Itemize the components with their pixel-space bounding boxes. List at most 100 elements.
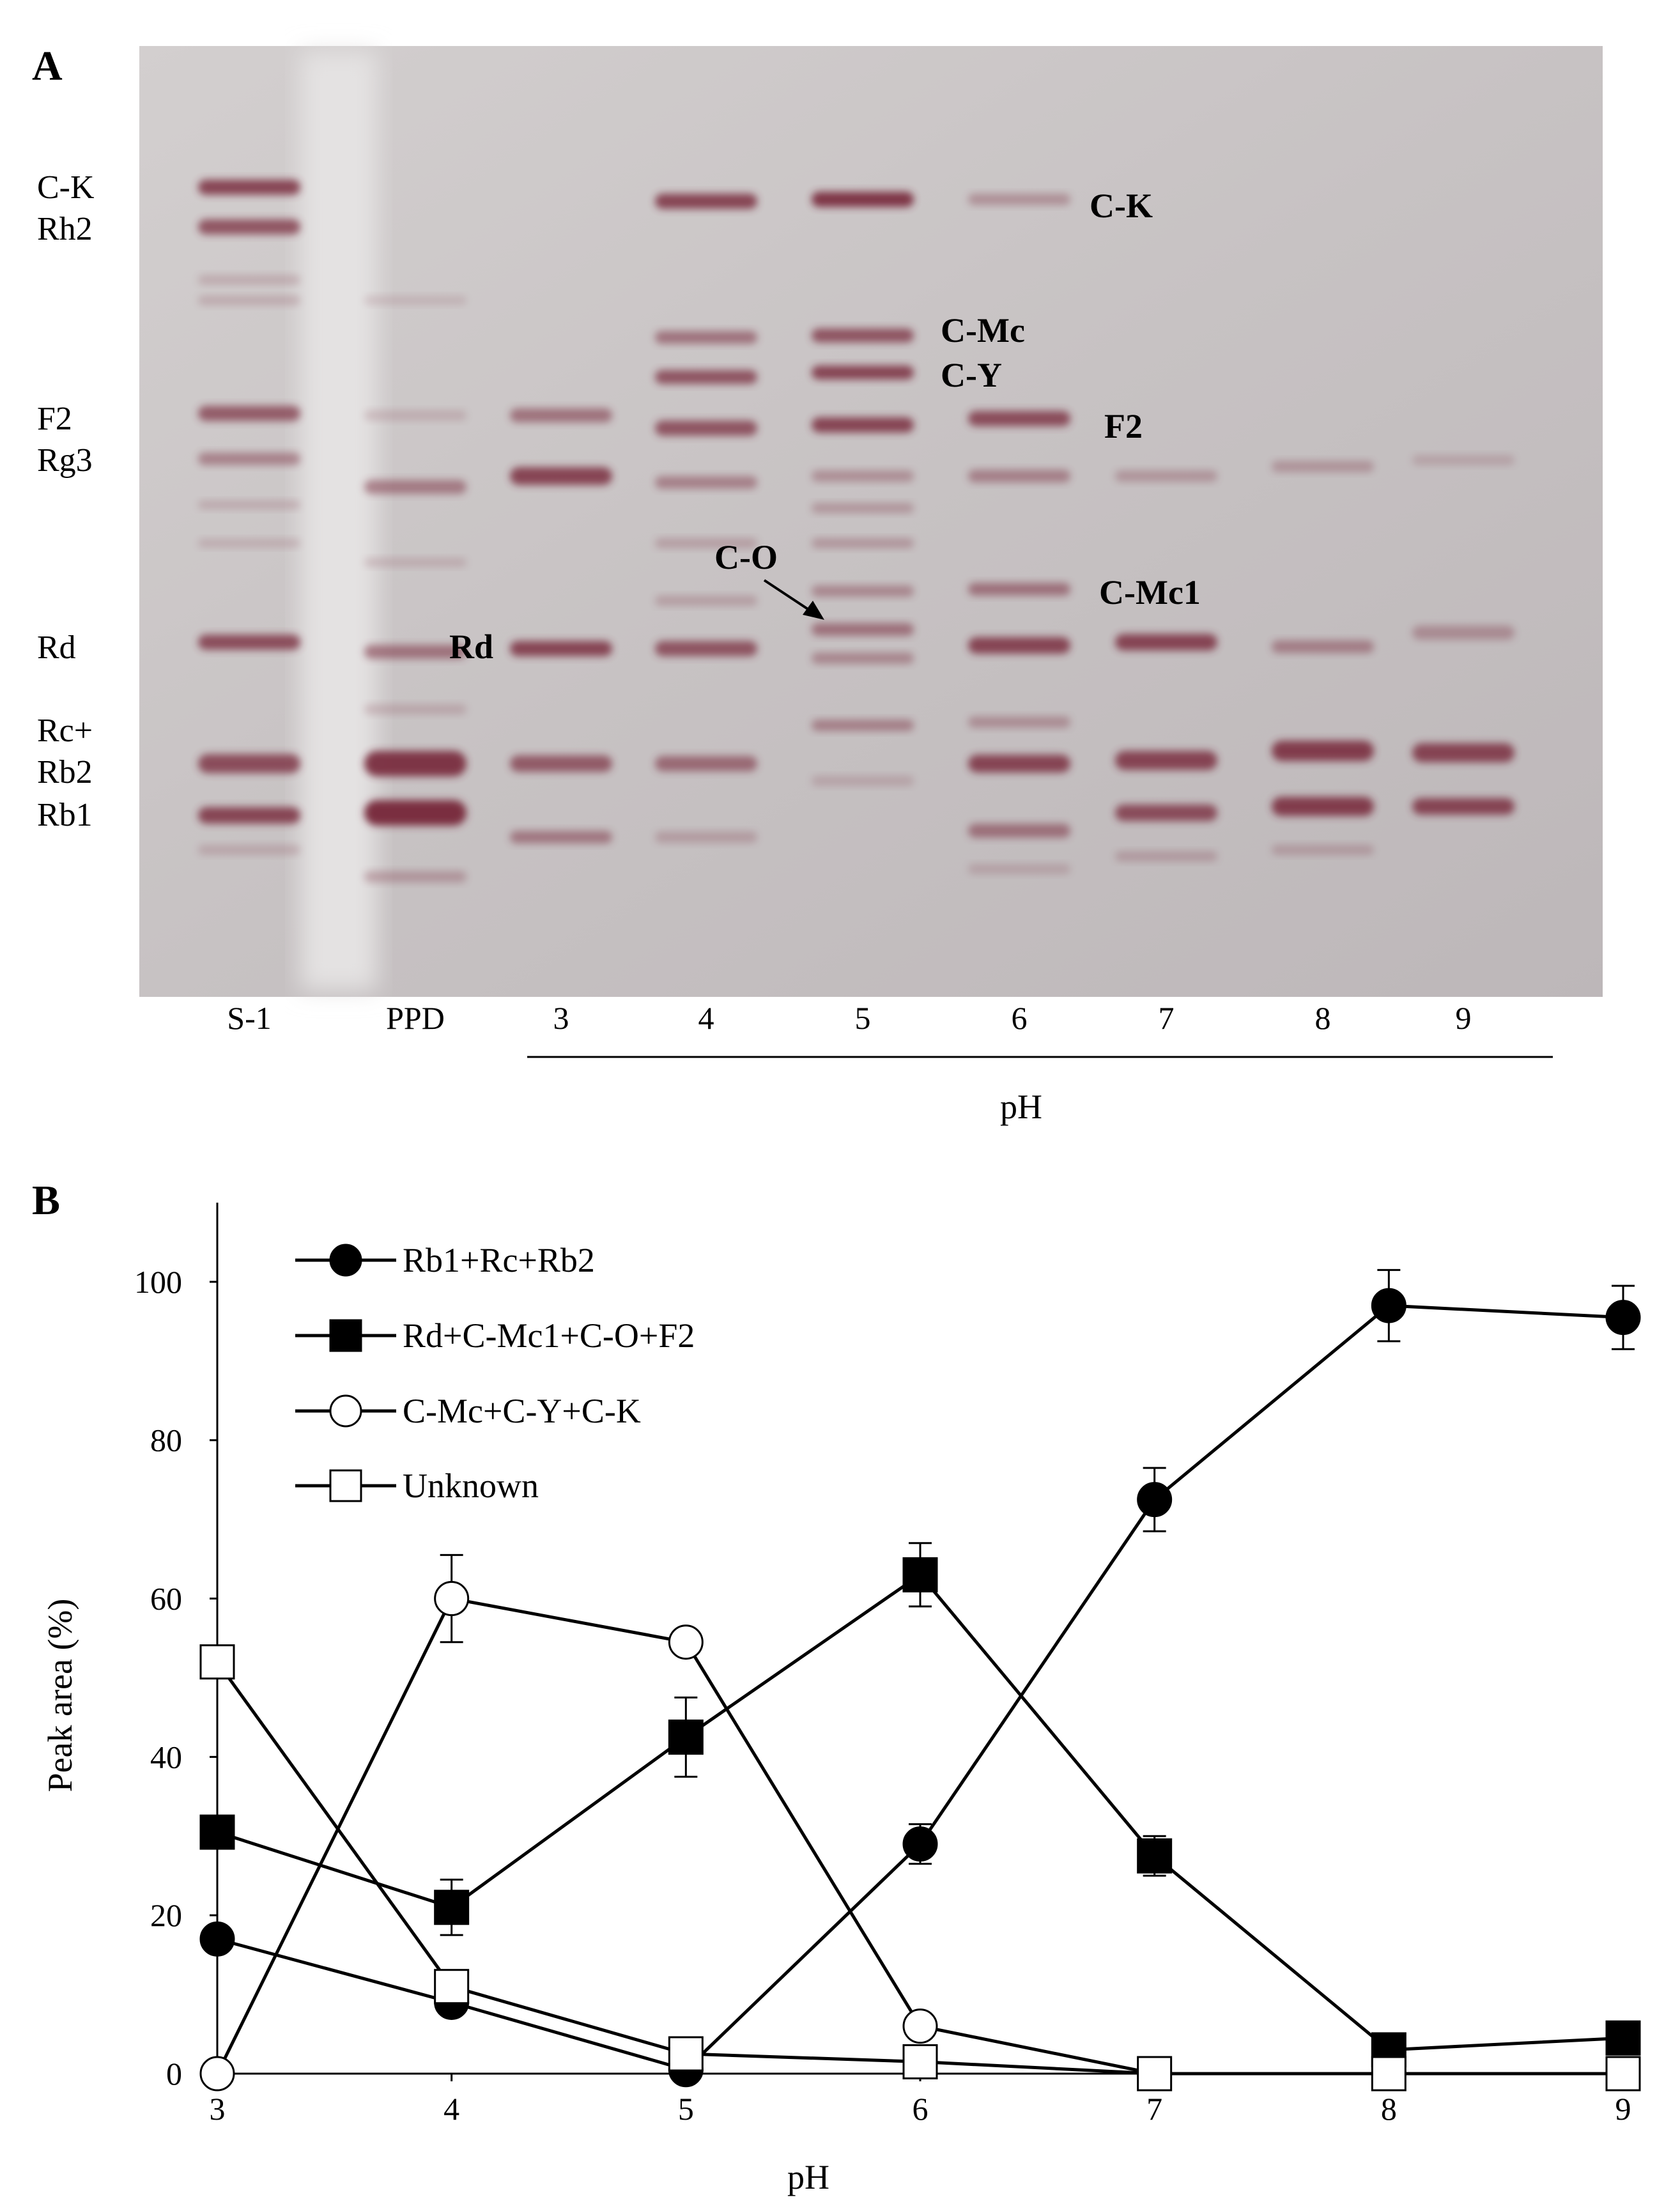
tlc-band xyxy=(968,755,1070,773)
tlc-band xyxy=(812,470,914,482)
tlc-band xyxy=(812,720,914,731)
plate-light-strip xyxy=(300,51,377,990)
tlc-band xyxy=(812,776,914,786)
left-label-rh2: Rh2 xyxy=(37,211,93,247)
lane-label: 8 xyxy=(1315,1000,1331,1036)
tlc-band xyxy=(812,585,914,597)
tlc-band xyxy=(364,871,466,882)
tlc-band xyxy=(1412,455,1514,465)
tlc-band xyxy=(968,637,1070,654)
legend-label: Rb1+Rc+Rb2 xyxy=(403,1241,595,1279)
data-point xyxy=(1605,1300,1641,1336)
x-tick-label: 4 xyxy=(443,2091,459,2127)
panel-b-letter: B xyxy=(32,1177,60,1224)
x-tick-label: 8 xyxy=(1381,2091,1397,2127)
data-point xyxy=(668,2036,704,2072)
left-band-labels: C-K Rh2 F2 Rg3 Rd Rc+ Rb2 Rb1 xyxy=(37,169,95,833)
tlc-band xyxy=(510,408,612,422)
y-tick-label: 100 xyxy=(134,1264,182,1300)
data-point xyxy=(199,1921,235,1957)
data-point xyxy=(434,1969,470,2005)
annot-rd: Rd xyxy=(449,628,493,666)
data-point xyxy=(902,1826,938,1862)
lane-label: 7 xyxy=(1159,1000,1175,1036)
tlc-band xyxy=(1115,851,1217,861)
annot-f2: F2 xyxy=(1104,407,1143,445)
tlc-band xyxy=(655,538,757,548)
tlc-band xyxy=(655,756,757,771)
tlc-band xyxy=(1115,805,1217,821)
data-point xyxy=(1137,1482,1173,1518)
tlc-band xyxy=(812,192,914,207)
tlc-band xyxy=(1272,640,1374,653)
tlc-band xyxy=(812,652,914,664)
left-label-rc: Rc+ xyxy=(37,713,93,749)
tlc-band xyxy=(364,410,466,420)
data-point xyxy=(1371,1288,1406,1323)
x-tick-label: 6 xyxy=(913,2091,929,2127)
tlc-band xyxy=(198,180,300,195)
y-tick-label: 40 xyxy=(150,1739,182,1775)
y-tick-label: 60 xyxy=(150,1581,182,1617)
panel-a-xlabel: pH xyxy=(1000,1088,1042,1126)
tlc-band xyxy=(364,296,466,305)
tlc-band xyxy=(1272,845,1374,855)
tlc-band xyxy=(812,366,914,380)
tlc-band xyxy=(1272,741,1374,761)
legend-label: Unknown xyxy=(403,1467,539,1505)
tlc-bands xyxy=(198,180,1514,882)
series-group xyxy=(199,1644,1641,2092)
tlc-band xyxy=(198,275,300,285)
tlc-band xyxy=(364,704,466,714)
lane-label: PPD xyxy=(386,1000,445,1036)
tlc-band xyxy=(968,583,1070,596)
lane-label: S-1 xyxy=(227,1000,271,1036)
tlc-band xyxy=(655,420,757,436)
panel-b-line-chart: B 0 20 40 60 80 100 3 4 5 6 7 8 9 Rb1+Rc+Rb2 Rd+C-Mc1… xyxy=(32,1177,1641,2196)
tlc-band xyxy=(198,452,300,465)
tlc-band xyxy=(364,558,466,567)
tlc-band xyxy=(1115,634,1217,651)
tlc-band xyxy=(510,755,612,772)
legend-label: Rd+C-Mc1+C-O+F2 xyxy=(403,1316,695,1355)
tlc-band xyxy=(968,824,1070,838)
tlc-band xyxy=(364,480,466,494)
annot-co: C-O xyxy=(714,538,778,576)
left-label-rd: Rd xyxy=(37,629,76,666)
tlc-band xyxy=(812,328,914,343)
tlc-band xyxy=(1272,461,1374,472)
chart-legend: Rb1+Rc+Rb2 Rd+C-Mc1+C-O+F2 C-Mc+C-Y+C-K Unk… xyxy=(295,1241,695,1505)
tlc-band xyxy=(198,500,300,509)
panel-a-tlc-plate: A C-K Rh2 F2 Rg3 Rd Rc+ Rb2 Rb1 C-K C-Mc… xyxy=(32,43,1603,1126)
data-point xyxy=(902,1557,938,1592)
plate-band-annotations: C-K C-Mc C-Y F2 C-O C-Mc1 Rd xyxy=(449,187,1201,666)
tlc-band xyxy=(510,467,612,485)
x-tick-label: 5 xyxy=(678,2091,694,2127)
data-point xyxy=(199,1814,235,1850)
lane-labels: S-1 PPD 3 4 5 6 7 8 9 xyxy=(227,1000,1471,1036)
x-tick-label: 7 xyxy=(1146,2091,1162,2127)
series-group xyxy=(199,1553,1641,2092)
data-point xyxy=(434,1890,470,1925)
data-point xyxy=(199,1644,235,1680)
tlc-band xyxy=(510,641,612,656)
legend-marker xyxy=(329,1244,362,1277)
chart-y-axis-title: Peak area (%) xyxy=(41,1599,79,1792)
lane-label: 5 xyxy=(855,1000,871,1036)
tlc-band xyxy=(1115,470,1217,482)
tlc-band xyxy=(968,470,1070,482)
tlc-band xyxy=(1115,751,1217,770)
data-point xyxy=(902,2008,938,2044)
tlc-band xyxy=(364,645,466,659)
tlc-band xyxy=(655,194,757,209)
tlc-band xyxy=(968,864,1070,874)
tlc-band xyxy=(968,194,1070,205)
legend-marker xyxy=(329,1319,362,1352)
annot-cmc: C-Mc xyxy=(941,311,1025,350)
chart-series xyxy=(199,1268,1641,2092)
legend-marker xyxy=(329,1469,362,1502)
lane-label: 3 xyxy=(553,1000,569,1036)
legend-label: C-Mc+C-Y+C-K xyxy=(403,1392,641,1430)
tlc-band xyxy=(198,807,300,824)
